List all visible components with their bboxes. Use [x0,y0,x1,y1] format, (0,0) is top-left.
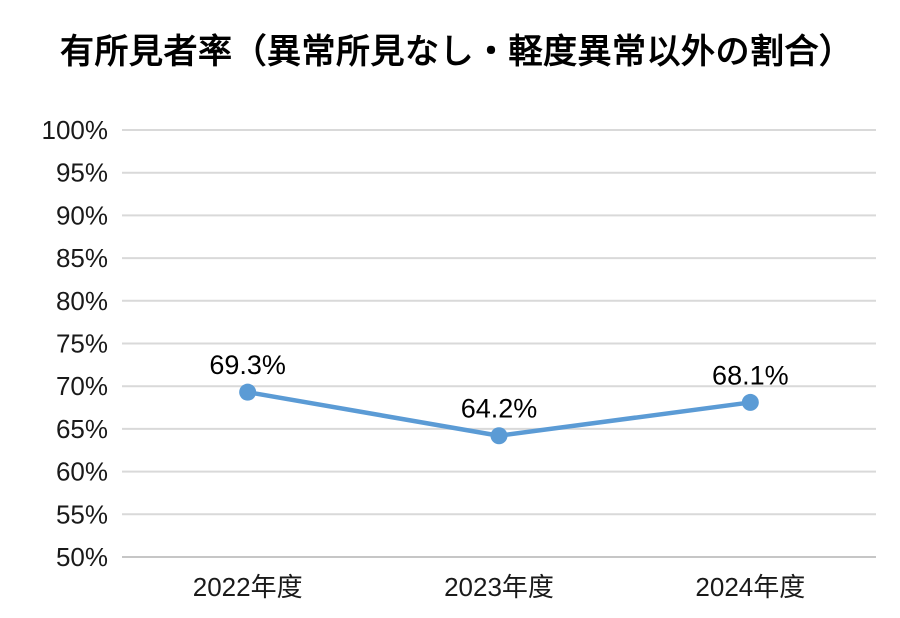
data-point-marker [741,393,759,411]
chart-title: 有所見者率（異常所見なし・軽度異常以外の割合） [60,33,854,71]
y-tick-label: 75% [56,329,108,359]
y-tick-label: 100% [42,115,109,145]
data-point-marker [239,383,257,401]
y-tick-label: 70% [56,371,108,401]
y-tick-label: 60% [56,457,108,487]
y-tick-label: 90% [56,200,108,230]
y-tick-label: 65% [56,414,108,444]
x-tick-label: 2024年度 [695,572,805,602]
y-tick-label: 50% [56,542,108,572]
y-tick-label: 85% [56,243,108,273]
data-point-marker [490,427,508,445]
y-tick-label: 95% [56,158,108,188]
x-tick-label: 2022年度 [193,572,303,602]
data-point-label: 64.2% [461,394,538,424]
y-tick-label: 55% [56,499,108,529]
y-tick-label: 80% [56,286,108,316]
x-tick-label: 2023年度 [444,572,554,602]
data-point-label: 69.3% [209,350,286,380]
data-point-label: 68.1% [712,360,789,390]
